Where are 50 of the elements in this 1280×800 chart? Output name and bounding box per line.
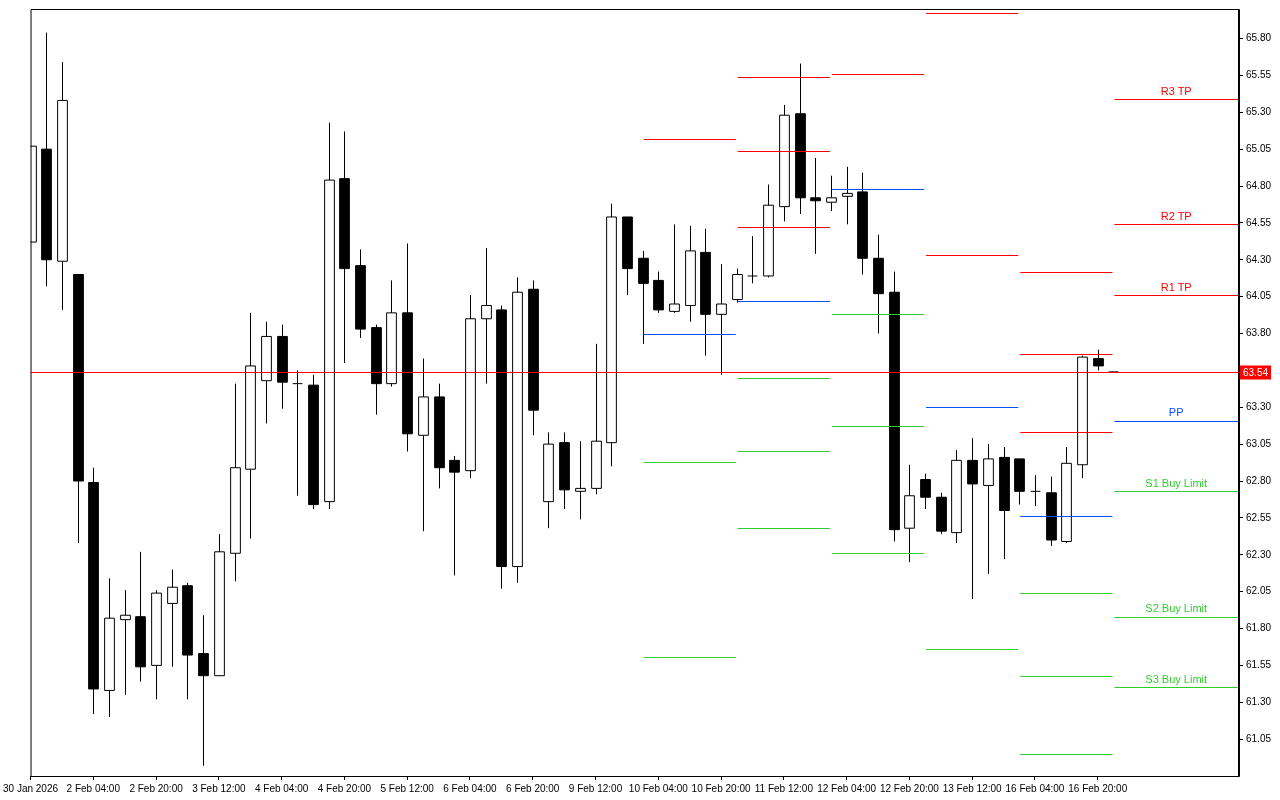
y-tick-label: 65.80 <box>1245 32 1272 44</box>
y-tick-label: 62.30 <box>1245 548 1272 560</box>
x-tick-label: 11 Feb 12:00 <box>754 782 814 794</box>
x-tick-label: 6 Feb 20:00 <box>506 782 560 794</box>
candlestick <box>826 175 837 212</box>
x-tick-label: 10 Feb 20:00 <box>691 782 751 794</box>
y-tick-label: 63.80 <box>1245 327 1272 339</box>
y-tick-label: 64.80 <box>1245 179 1272 191</box>
x-tick-label: 5 Feb 12:00 <box>380 782 435 794</box>
x-tick-label: 16 Feb 20:00 <box>1068 782 1128 794</box>
y-tick-label: 61.05 <box>1245 732 1272 744</box>
y-tick-label: 65.05 <box>1245 142 1272 154</box>
y-tick-label: 63.30 <box>1245 401 1272 412</box>
y-tick-label: 64.30 <box>1245 253 1272 265</box>
series-label: R2 TP <box>1160 209 1192 222</box>
y-tick-label: 62.05 <box>1245 585 1272 597</box>
y-tick-label: 61.80 <box>1245 622 1272 634</box>
series-label: S3 Buy Limit <box>1145 673 1208 686</box>
y-tick-label: 61.30 <box>1245 696 1272 707</box>
x-tick-label: 12 Feb 20:00 <box>879 782 940 794</box>
x-tick-label: 4 Feb 20:00 <box>317 782 372 794</box>
x-tick-label: 6 Feb 04:00 <box>443 782 498 794</box>
y-tick-label: 61.55 <box>1245 659 1272 671</box>
candlestick <box>292 369 303 497</box>
x-tick-label: 4 Feb 04:00 <box>254 782 309 794</box>
y-tick-label: 62.80 <box>1245 474 1272 486</box>
y-tick-label: 65.30 <box>1245 106 1272 117</box>
x-tick-label: 13 Feb 12:00 <box>942 782 1003 794</box>
ref-line-label: 63.54 <box>1242 366 1269 378</box>
y-tick-label: 64.55 <box>1245 216 1272 228</box>
candlestick <box>920 473 931 510</box>
y-tick-label: 62.55 <box>1245 511 1272 523</box>
x-tick-label: 2 Feb 04:00 <box>66 782 121 794</box>
y-tick-label: 64.05 <box>1245 290 1272 302</box>
x-tick-label: 12 Feb 04:00 <box>817 782 877 794</box>
x-tick-label: 30 Jan 2026 <box>2 782 59 794</box>
x-tick-label: 10 Feb 04:00 <box>628 782 689 794</box>
series-label: S1 Buy Limit <box>1145 476 1208 489</box>
series-label: R3 TP <box>1160 84 1192 97</box>
series-label: S2 Buy Limit <box>1145 602 1208 615</box>
x-tick-label: 9 Feb 12:00 <box>568 782 623 794</box>
series-label: R1 TP <box>1160 280 1192 293</box>
series-label: PP <box>1168 406 1184 419</box>
x-tick-label: 3 Feb 12:00 <box>192 782 246 794</box>
y-tick-label: 63.05 <box>1245 437 1272 449</box>
y-tick-label: 65.55 <box>1245 69 1272 81</box>
x-tick-label: 16 Feb 04:00 <box>1005 782 1065 794</box>
candlestick <box>1030 474 1041 507</box>
x-tick-label: 2 Feb 20:00 <box>129 782 184 794</box>
candlestick <box>747 235 758 284</box>
